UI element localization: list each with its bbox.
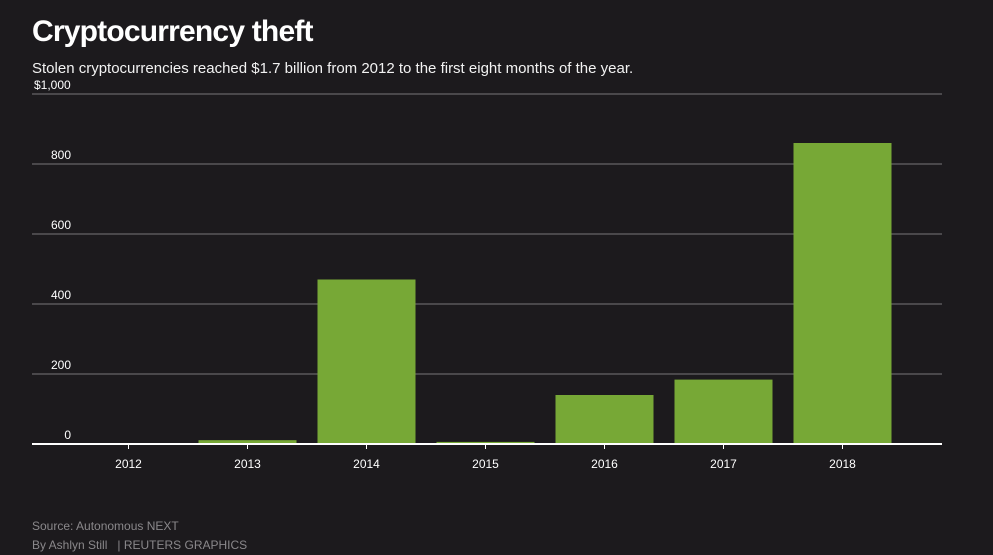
- bar-2015: [436, 441, 535, 444]
- y-tick-label: $1,000: [34, 78, 71, 92]
- byline-credit: | REUTERS GRAPHICS: [117, 538, 248, 552]
- x-axis-labels: 2012 2013 2014 2015 2016 2017 2018: [115, 457, 856, 471]
- byline: By Ashlyn Still | REUTERS GRAPHICS: [32, 537, 247, 553]
- byline-author: By Ashlyn Still: [32, 538, 108, 552]
- bar-2014: [317, 279, 416, 444]
- gridlines: [32, 93, 942, 375]
- y-tick-label: 200: [51, 358, 71, 372]
- chart-subtitle: Stolen cryptocurrencies reached $1.7 bil…: [32, 60, 634, 77]
- bars: [79, 143, 892, 444]
- y-tick-label: 600: [51, 218, 71, 232]
- y-tick-label: 400: [51, 288, 71, 302]
- bar-2016: [555, 395, 654, 444]
- x-axis-ticks: [128, 444, 843, 449]
- bar-2017: [674, 379, 773, 444]
- chart-title: Cryptocurrency theft: [32, 15, 314, 48]
- x-tick-label: 2014: [353, 457, 380, 471]
- y-tick-label: 0: [64, 428, 71, 442]
- x-tick-label: 2017: [710, 457, 737, 471]
- bar-2013: [198, 440, 297, 444]
- source-note: Source: Autonomous NEXT: [32, 519, 179, 533]
- x-tick-label: 2012: [115, 457, 142, 471]
- y-axis-labels: 0 200 400 600 800 $1,000: [34, 78, 71, 442]
- x-tick-label: 2013: [234, 457, 261, 471]
- y-tick-label: 800: [51, 148, 71, 162]
- x-tick-label: 2015: [472, 457, 499, 471]
- x-tick-label: 2018: [829, 457, 856, 471]
- bar-2018: [793, 143, 892, 444]
- x-tick-label: 2016: [591, 457, 618, 471]
